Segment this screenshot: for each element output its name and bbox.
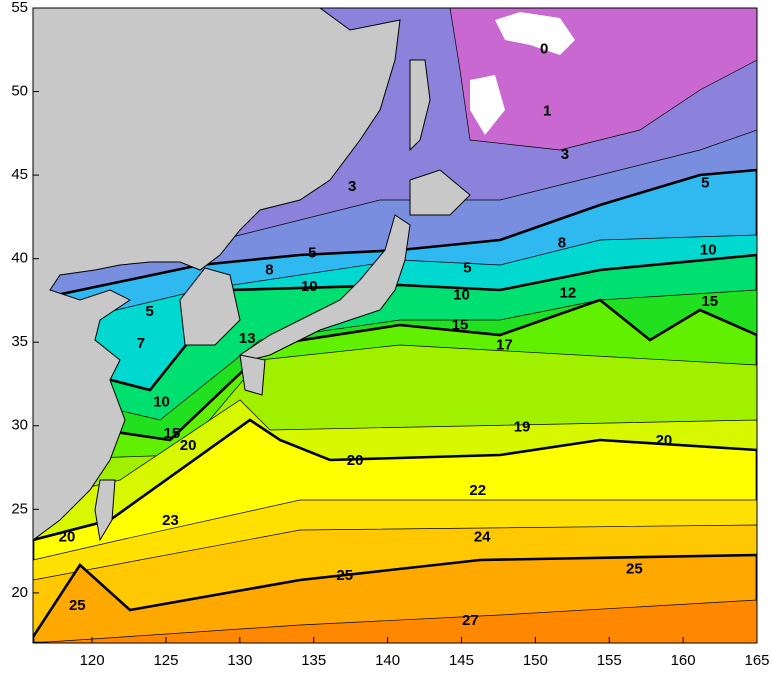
y-tick-label: 35 bbox=[11, 333, 28, 350]
contour-label: 3 bbox=[561, 146, 569, 163]
contour-label: 5 bbox=[308, 245, 316, 262]
contour-label: 20 bbox=[656, 432, 673, 449]
frame bbox=[32, 7, 758, 644]
contour-label: 23 bbox=[162, 512, 179, 529]
contour-label: 15 bbox=[164, 425, 181, 442]
contour-label: 20 bbox=[59, 529, 76, 546]
x-tick-label: 140 bbox=[375, 652, 400, 669]
contour-label: 19 bbox=[514, 418, 531, 435]
contour-label: 5 bbox=[146, 303, 154, 320]
contour-label: 10 bbox=[301, 278, 318, 295]
taiwan bbox=[94, 479, 116, 542]
korea bbox=[179, 267, 241, 346]
y-tick-label: 40 bbox=[11, 250, 28, 267]
contour-label: 3 bbox=[348, 178, 356, 195]
y-tick-label: 45 bbox=[11, 166, 28, 183]
contour-label: 25 bbox=[336, 567, 353, 584]
contour-label: 0 bbox=[540, 41, 548, 58]
contour-label: 10 bbox=[153, 393, 170, 410]
contour-label: 15 bbox=[701, 293, 718, 310]
contour-label: 1 bbox=[543, 103, 551, 120]
hokkaido bbox=[409, 169, 471, 216]
honshu bbox=[239, 214, 411, 361]
mainland bbox=[33, 8, 401, 541]
contour-label: 27 bbox=[462, 612, 479, 629]
no-data-patch bbox=[495, 12, 575, 55]
y-tick-label: 30 bbox=[11, 417, 28, 434]
contour-label: 10 bbox=[700, 241, 717, 258]
contour-label: 25 bbox=[626, 560, 643, 577]
y-tick-label: 50 bbox=[11, 83, 28, 100]
contour-label: 17 bbox=[496, 337, 513, 354]
contour-label: 8 bbox=[558, 235, 566, 252]
contour-label: 13 bbox=[239, 330, 256, 347]
contour-label: 25 bbox=[69, 597, 86, 614]
contour-label: 5 bbox=[701, 174, 709, 191]
contour-label: 7 bbox=[137, 335, 145, 352]
contour-label: 15 bbox=[452, 316, 469, 333]
sakhalin bbox=[409, 59, 431, 152]
kyushu bbox=[239, 354, 266, 396]
y-tick-label: 25 bbox=[11, 500, 28, 517]
contour-label: 20 bbox=[180, 437, 197, 454]
x-tick-label: 160 bbox=[671, 652, 696, 669]
no-data-patch bbox=[470, 75, 505, 135]
x-tick-label: 145 bbox=[449, 652, 474, 669]
contour-label: 10 bbox=[453, 286, 470, 303]
x-tick-label: 155 bbox=[597, 652, 622, 669]
contour-label: 12 bbox=[560, 285, 577, 302]
band-27 bbox=[33, 599, 757, 643]
y-tick-label: 20 bbox=[11, 584, 28, 601]
x-tick-label: 165 bbox=[744, 652, 769, 669]
contour-label: 8 bbox=[265, 261, 273, 278]
contour-label: 5 bbox=[463, 260, 471, 277]
y-tick-label: 55 bbox=[11, 0, 28, 16]
x-tick-label: 120 bbox=[80, 652, 105, 669]
map-area bbox=[33, 8, 757, 643]
x-tick-label: 135 bbox=[301, 652, 326, 669]
contour-label: 22 bbox=[469, 482, 486, 499]
x-tick-label: 150 bbox=[523, 652, 548, 669]
contour-label: 24 bbox=[474, 529, 491, 546]
contour-label: 20 bbox=[347, 452, 364, 469]
x-tick-label: 130 bbox=[227, 652, 252, 669]
x-tick-label: 125 bbox=[153, 652, 178, 669]
